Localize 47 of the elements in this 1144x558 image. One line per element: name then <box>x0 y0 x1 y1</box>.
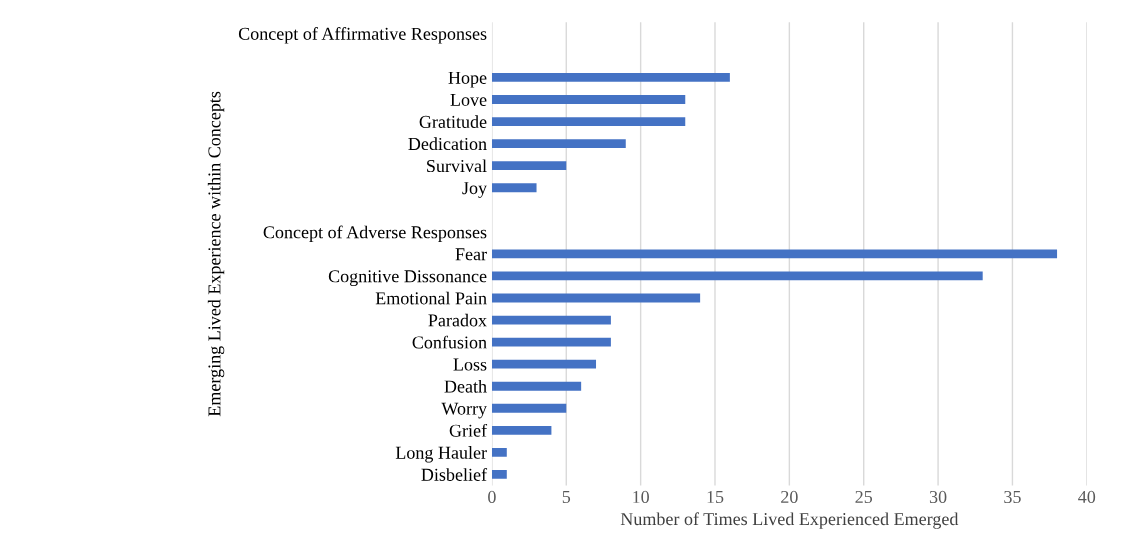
y-tick-label: Confusion <box>412 335 487 349</box>
y-tick-label: Worry <box>441 402 487 419</box>
y-tick-label: Dedication <box>408 137 487 151</box>
bar <box>491 117 686 126</box>
bar <box>491 271 983 281</box>
x-tick-label: 35 <box>1004 490 1021 504</box>
y-tick-label: Emotional Pain <box>375 291 487 305</box>
bar <box>491 161 567 171</box>
y-tick-label: Long Hauler <box>395 446 487 463</box>
bar <box>491 470 507 479</box>
y-tick-label: Death <box>444 379 487 393</box>
bar <box>491 425 552 435</box>
y-tick-label: Concept of Adverse Responses <box>263 225 487 243</box>
x-tick-label: 20 <box>781 490 798 504</box>
x-tick-label: 0 <box>488 490 496 504</box>
y-tick-label: Survival <box>427 159 487 173</box>
y-axis-title: Emerging Lived Experience within Concepts <box>207 91 225 417</box>
y-tick-label: Gratitude <box>419 115 487 129</box>
y-tick-label: Cognitive Dissonance <box>328 270 487 287</box>
x-tick-label: 5 <box>562 491 571 504</box>
bar <box>491 293 701 303</box>
x-tick-label: 25 <box>855 490 873 504</box>
bar <box>491 95 686 104</box>
bar <box>491 183 537 193</box>
y-tick-label: Grief <box>449 423 488 437</box>
y-tick-label: Concept of Affirmative Responses <box>238 26 487 44</box>
y-tick-label: Fear <box>455 248 487 261</box>
x-tick-label: 15 <box>707 490 724 504</box>
bar <box>491 359 597 369</box>
x-tick-label: 10 <box>633 490 649 504</box>
y-tick-label: Paradox <box>428 313 487 327</box>
bar <box>491 337 611 347</box>
x-tick-label: 40 <box>1078 490 1096 504</box>
y-tick-label: Love <box>450 93 487 106</box>
y-tick-label: Loss <box>453 358 487 371</box>
x-axis-title: Number of Times Lived Experienced Emerged <box>620 512 959 529</box>
bar <box>491 73 730 82</box>
y-tick-label: Hope <box>448 71 487 88</box>
bar <box>491 381 582 391</box>
bar <box>491 315 611 325</box>
bar <box>491 249 1058 259</box>
x-tick-label: 30 <box>929 490 947 504</box>
bar <box>491 447 507 457</box>
bar <box>491 139 626 149</box>
bar <box>491 403 567 413</box>
y-tick-label: Joy <box>462 182 487 198</box>
y-tick-label: Disbelief <box>421 467 488 481</box>
